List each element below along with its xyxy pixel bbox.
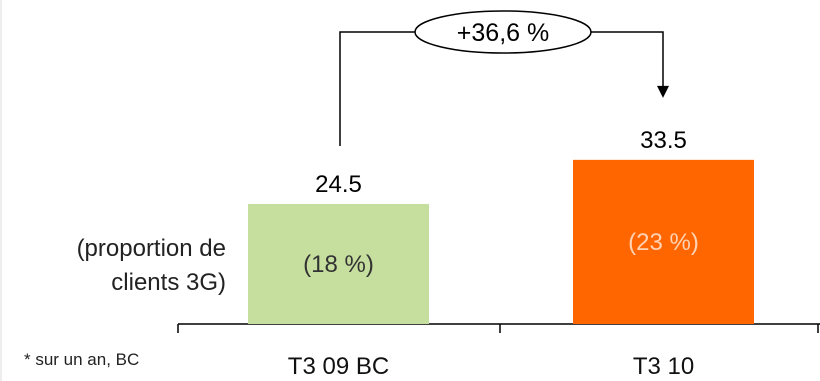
bar-1 bbox=[248, 203, 429, 324]
change-ellipse bbox=[414, 10, 592, 54]
side-label-line1: (proportion de bbox=[76, 235, 226, 262]
left-border bbox=[0, 0, 2, 381]
bar-inner-label-2: (23 %) bbox=[628, 229, 699, 256]
bar-2 bbox=[573, 159, 754, 324]
side-label-line2: clients 3G) bbox=[111, 269, 226, 296]
footnote: * sur un an, BC bbox=[24, 350, 140, 369]
data-label-1: 24.5 bbox=[315, 171, 362, 198]
change-label: +36,6 % bbox=[457, 19, 549, 47]
x-tick-label-2: T3 10 bbox=[633, 353, 694, 380]
x-tick-label-1: T3 09 BC bbox=[288, 353, 389, 380]
change-arrowhead bbox=[657, 85, 669, 98]
bar-inner-label-1: (18 %) bbox=[303, 251, 374, 278]
data-label-2: 33.5 bbox=[640, 127, 687, 154]
change-connector-left bbox=[339, 31, 415, 146]
change-connector-right bbox=[591, 31, 664, 88]
